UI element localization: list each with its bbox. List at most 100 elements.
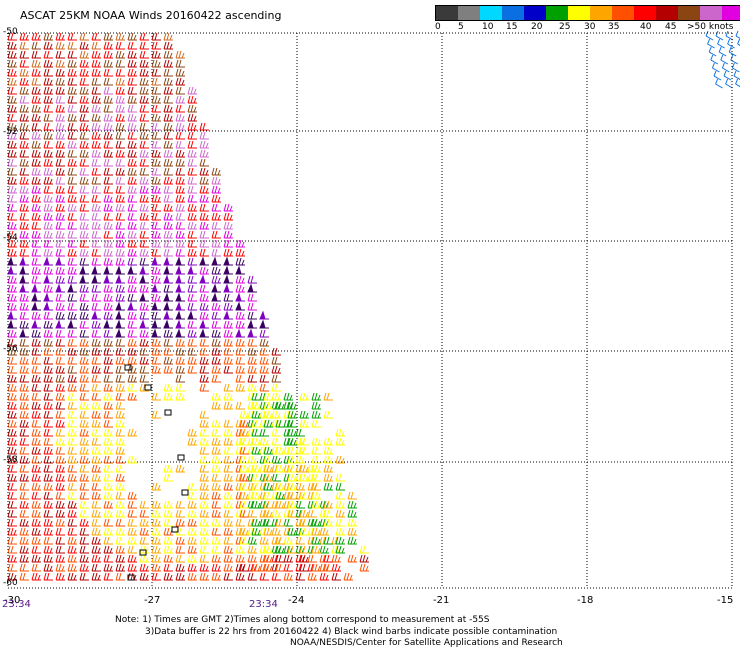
wind-barb — [175, 167, 185, 176]
barb-feather — [205, 511, 209, 518]
barb-feather — [67, 374, 71, 383]
barb-feather — [103, 140, 107, 149]
barb-feather — [22, 536, 26, 545]
barb-feather — [307, 482, 311, 491]
wind-barb — [187, 329, 197, 338]
barb-feather — [247, 455, 251, 464]
barb-feather — [157, 484, 161, 491]
wind-barb — [115, 383, 125, 392]
barb-feather — [217, 349, 221, 356]
wind-barb — [7, 239, 17, 248]
barb-feather — [217, 457, 221, 464]
barb-feather — [226, 491, 230, 500]
barb-feather — [142, 194, 146, 203]
barb-feather — [274, 356, 278, 365]
wind-barb — [79, 365, 89, 374]
barb-feather — [187, 176, 191, 185]
barb-feather — [22, 95, 26, 104]
barb-feather — [283, 536, 287, 545]
wind-barb — [103, 221, 113, 230]
barb-feather — [250, 419, 254, 428]
barb-feather — [166, 77, 170, 86]
barb-feather — [151, 356, 155, 365]
barb-feather — [19, 41, 23, 50]
wind-barb — [115, 257, 125, 266]
barb-feather — [247, 311, 251, 320]
barb-feather — [109, 205, 113, 212]
barb-feather — [274, 401, 278, 410]
barb-feather — [190, 536, 194, 545]
barb-feather — [13, 421, 17, 428]
barb-feather — [85, 232, 89, 239]
barb-feather — [25, 412, 29, 419]
wind-barb — [67, 383, 77, 392]
barb-feather — [154, 347, 158, 356]
barb-feather — [115, 293, 119, 302]
barb-feather — [178, 536, 182, 545]
barb-feather — [139, 338, 143, 347]
barb-feather — [115, 491, 119, 500]
wind-barb — [247, 302, 257, 311]
barb-feather — [91, 428, 95, 437]
wind-barb — [211, 347, 221, 356]
barb-feather — [121, 106, 125, 113]
wind-barb — [199, 410, 209, 419]
barb-feather — [130, 113, 134, 122]
wind-barb — [163, 77, 173, 86]
wind-barb — [223, 212, 233, 221]
barb-flag — [103, 265, 110, 275]
barb-feather — [58, 149, 62, 158]
barb-feather — [70, 149, 74, 158]
barb-feather — [241, 448, 245, 455]
barb-feather — [13, 349, 17, 356]
barb-feather — [10, 383, 14, 392]
barb-feather — [193, 439, 197, 446]
wind-barb — [103, 536, 113, 545]
barb-feather — [151, 203, 155, 212]
barb-feather — [271, 536, 275, 545]
wind-barb — [19, 86, 29, 95]
barb-feather — [7, 212, 11, 221]
barb-feather — [277, 367, 281, 374]
barb-feather — [34, 455, 38, 464]
barb-feather — [82, 455, 86, 464]
barb-feather — [133, 313, 137, 320]
wind-barb — [187, 176, 197, 185]
wind-barb — [223, 365, 233, 374]
barb-feather — [7, 167, 11, 176]
wind-barb — [211, 185, 221, 194]
barb-feather — [199, 473, 203, 482]
barb-feather — [25, 124, 29, 131]
wind-barb — [175, 149, 185, 158]
barb-feather — [7, 329, 11, 338]
wind-barb — [211, 176, 221, 185]
barb-feather — [103, 464, 107, 473]
barb-flag — [19, 256, 26, 266]
barb-feather — [178, 509, 182, 518]
wind-barb — [235, 239, 245, 248]
wind-barb — [103, 176, 113, 185]
barb-feather — [259, 347, 263, 356]
barb-feather — [145, 520, 149, 527]
barb-feather — [313, 520, 317, 527]
barb-feather — [82, 248, 86, 257]
barb-feather — [130, 95, 134, 104]
barb-feather — [199, 248, 203, 257]
barb-feather — [151, 536, 155, 545]
barb-feather — [115, 401, 119, 410]
barb-feather — [259, 410, 263, 419]
barb-feather — [247, 410, 251, 419]
barb-feather — [133, 70, 137, 77]
wind-barb — [79, 122, 89, 131]
wind-barb — [115, 149, 125, 158]
barb-feather — [163, 176, 167, 185]
barb-feather — [55, 482, 59, 491]
barb-feather — [37, 466, 41, 473]
barb-feather — [10, 455, 14, 464]
barb-feather — [193, 88, 197, 95]
wind-barb — [19, 491, 29, 500]
barb-feather — [103, 203, 107, 212]
barb-feather — [67, 95, 71, 104]
barb-feather — [19, 230, 23, 239]
barb-feather — [43, 248, 47, 257]
